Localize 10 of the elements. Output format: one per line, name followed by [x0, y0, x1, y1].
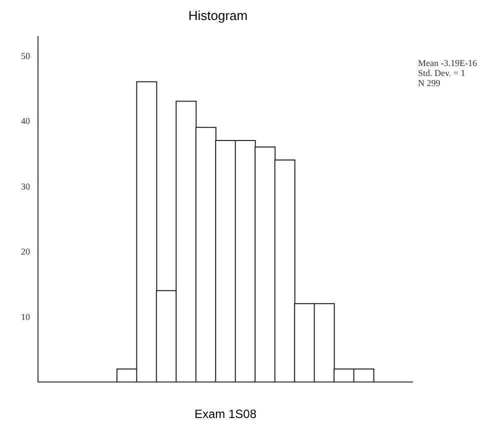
text: Std. Dev. = 1: [418, 68, 466, 78]
x-axis-title: Exam 1S08: [194, 407, 257, 421]
y-tick-label: 50: [21, 50, 30, 61]
y-tick-label: 40: [21, 116, 30, 126]
text: N 299: [418, 78, 442, 88]
y-tick-label: 30: [21, 181, 30, 192]
chart-title: Histogram: [187, 8, 249, 23]
y-tick-label: 10: [21, 312, 30, 322]
text: Mean -3.19E-16: [418, 58, 477, 68]
y-tick-label: 20: [21, 246, 30, 257]
